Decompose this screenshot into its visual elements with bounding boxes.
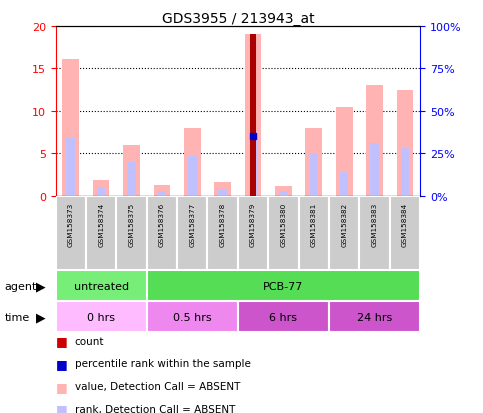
Text: count: count [75, 336, 104, 346]
Bar [245, 36, 261, 196]
Text: 24 hrs: 24 hrs [357, 312, 392, 322]
Text: PCB-77: PCB-77 [263, 281, 304, 291]
Bar [56, 271, 147, 301]
Bar [370, 144, 379, 196]
Bar [329, 196, 359, 271]
Bar [366, 86, 383, 196]
Bar [336, 107, 353, 196]
Bar [238, 196, 268, 271]
Bar [56, 301, 147, 332]
Bar [188, 157, 197, 196]
Text: agent: agent [5, 281, 37, 291]
Text: 0.5 hrs: 0.5 hrs [173, 312, 212, 322]
Bar [154, 186, 170, 196]
Bar [397, 90, 413, 196]
Bar [56, 196, 86, 271]
Bar [127, 162, 136, 196]
Bar [147, 301, 238, 332]
Text: time: time [5, 312, 30, 322]
Bar [298, 196, 329, 271]
Text: GSM158379: GSM158379 [250, 202, 256, 246]
Text: ■: ■ [56, 402, 67, 413]
Bar [268, 196, 298, 271]
Bar [147, 271, 420, 301]
Text: GSM158374: GSM158374 [98, 202, 104, 246]
Bar [177, 196, 208, 271]
Text: ▶: ▶ [36, 311, 46, 323]
Bar [62, 60, 79, 196]
Bar [116, 196, 147, 271]
Bar [93, 180, 110, 196]
Bar [310, 154, 318, 196]
Bar [329, 301, 420, 332]
Bar [208, 196, 238, 271]
Bar [305, 128, 322, 196]
Bar [359, 196, 390, 271]
Text: GSM158383: GSM158383 [371, 202, 378, 246]
Text: GSM158378: GSM158378 [220, 202, 226, 246]
Bar [147, 196, 177, 271]
Text: GSM158377: GSM158377 [189, 202, 195, 246]
Bar [238, 301, 329, 332]
Bar [97, 188, 105, 196]
Text: GSM158375: GSM158375 [128, 202, 135, 246]
Text: GSM158376: GSM158376 [159, 202, 165, 246]
Bar [218, 190, 227, 196]
Bar [275, 187, 292, 196]
Text: GSM158381: GSM158381 [311, 202, 317, 246]
Bar [184, 128, 200, 196]
Text: GSM158380: GSM158380 [281, 202, 286, 246]
Text: ■: ■ [56, 334, 67, 347]
Text: rank, Detection Call = ABSENT: rank, Detection Call = ABSENT [75, 404, 235, 413]
Text: untreated: untreated [73, 281, 128, 291]
Title: GDS3955 / 213943_at: GDS3955 / 213943_at [162, 12, 314, 26]
Text: 0 hrs: 0 hrs [87, 312, 115, 322]
Text: 6 hrs: 6 hrs [270, 312, 298, 322]
Text: GSM158373: GSM158373 [68, 202, 74, 246]
Bar [86, 196, 116, 271]
Text: ■: ■ [56, 357, 67, 370]
Bar [401, 149, 409, 196]
Bar [249, 137, 257, 196]
Bar [340, 173, 349, 196]
Text: ■: ■ [56, 380, 67, 393]
Bar [157, 192, 166, 196]
Text: value, Detection Call = ABSENT: value, Detection Call = ABSENT [75, 381, 240, 391]
Bar [214, 183, 231, 196]
Text: ▶: ▶ [36, 280, 46, 292]
Bar [279, 192, 288, 196]
Bar [67, 139, 75, 196]
Bar [250, 36, 256, 196]
Text: GSM158384: GSM158384 [402, 202, 408, 246]
Text: GSM158382: GSM158382 [341, 202, 347, 246]
Bar [390, 196, 420, 271]
Text: percentile rank within the sample: percentile rank within the sample [75, 358, 251, 368]
Bar [123, 145, 140, 196]
